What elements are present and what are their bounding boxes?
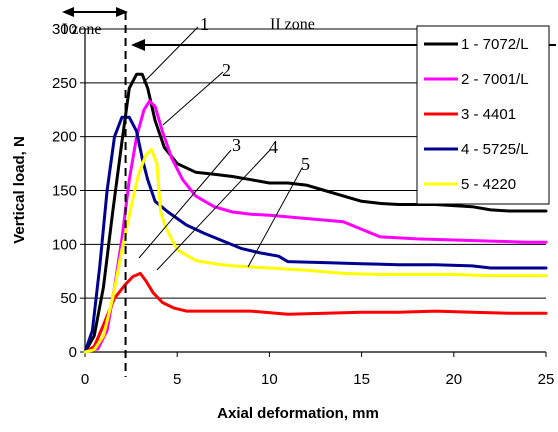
zone2-label: II zone (270, 16, 315, 33)
series-line-5 (83, 148, 548, 354)
y-axis-title: Vertical load, N (11, 136, 28, 244)
zone1-label: I zone (62, 21, 102, 38)
legend-label-5: 5 - 4220 (461, 176, 516, 193)
series-callouts: 1 2 3 4 5 (138, 14, 310, 271)
series-line-2 (83, 99, 548, 354)
y-tick-label: 0 (69, 344, 77, 361)
callout-number-2: 2 (222, 60, 231, 80)
x-tick-label: 0 (81, 371, 89, 388)
legend-label-1: 1 - 7072/L (461, 36, 529, 53)
legend: 1 - 7072/L 2 - 7001/L 3 - 4401 4 - 5725/L 5 … (416, 25, 550, 205)
callout-number-4: 4 (269, 137, 278, 157)
zone1-arrow-left-head (62, 7, 74, 17)
legend-label-2: 2 - 7001/L (461, 71, 529, 88)
series-line-1 (83, 72, 548, 354)
x-tick-label: 15 (353, 371, 370, 388)
x-axis-title: Axial deformation, mm (217, 405, 379, 422)
callout-leader-4 (156, 149, 271, 271)
x-tick-label: 10 (261, 371, 278, 388)
callout-number-3: 3 (232, 135, 241, 155)
x-tick-label: 5 (173, 371, 181, 388)
callout-leader-2 (162, 71, 224, 126)
y-tick-label: 150 (52, 183, 77, 200)
x-tick-label: 20 (445, 371, 462, 388)
legend-label-3: 3 - 4401 (461, 106, 516, 123)
callout-leader-5 (247, 167, 303, 268)
series-line-3 (83, 271, 548, 354)
y-tick-label: 100 (52, 236, 77, 253)
callout-number-1: 1 (200, 14, 209, 34)
legend-label-4: 4 - 5725/L (461, 141, 529, 158)
y-tick-label: 50 (60, 290, 77, 307)
series-line-4 (83, 115, 548, 354)
y-tick-label: 250 (52, 75, 77, 92)
zone1-arrow-right-head (116, 7, 128, 17)
callout-number-5: 5 (301, 154, 310, 174)
callout-leader-3 (138, 149, 232, 259)
callout-leader-1 (142, 26, 199, 84)
zone2-arrow-head (131, 39, 145, 51)
x-tick-label: 25 (538, 371, 555, 388)
y-tick-label: 200 (52, 129, 77, 146)
series-layer (83, 72, 548, 354)
y-tick-label: 300 (52, 21, 77, 38)
